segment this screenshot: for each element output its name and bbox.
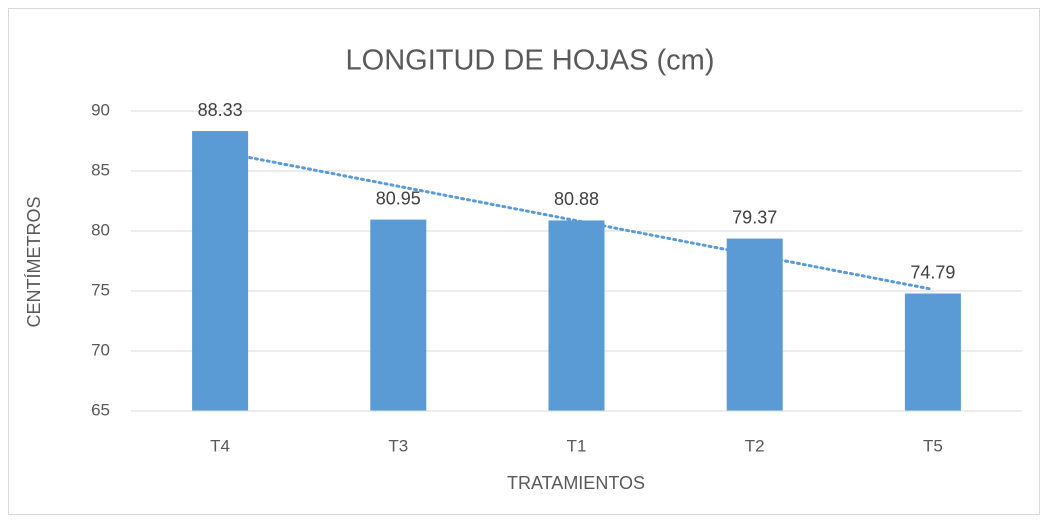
bar — [192, 131, 249, 412]
y-tick-label: 70 — [91, 340, 110, 359]
y-tick-label: 80 — [91, 220, 110, 239]
data-label: 74.79 — [910, 262, 955, 282]
data-label: 79.37 — [732, 207, 777, 227]
trendline — [218, 150, 935, 291]
y-axis-title: CENTÍMETROS — [24, 196, 44, 327]
bar — [548, 220, 605, 411]
bar — [904, 293, 961, 411]
data-label: 80.95 — [376, 188, 421, 208]
chart-title: LONGITUD DE HOJAS (cm) — [346, 45, 715, 77]
data-label: 80.88 — [554, 189, 599, 209]
bar — [370, 219, 427, 411]
y-tick-label: 90 — [91, 100, 110, 119]
x-tick-label: T1 — [567, 436, 587, 455]
data-label: 88.33 — [198, 100, 243, 120]
x-tick-label: T2 — [745, 436, 765, 455]
x-axis-title: TRATAMIENTOS — [507, 473, 645, 493]
y-tick-label: 85 — [91, 160, 110, 179]
x-tick-label: T3 — [388, 436, 408, 455]
chart-border — [8, 8, 1040, 515]
bar — [726, 238, 783, 411]
x-tick-label: T5 — [923, 436, 943, 455]
y-tick-label: 65 — [91, 400, 110, 419]
y-tick-label: 75 — [91, 280, 110, 299]
x-tick-label: T4 — [210, 436, 230, 455]
